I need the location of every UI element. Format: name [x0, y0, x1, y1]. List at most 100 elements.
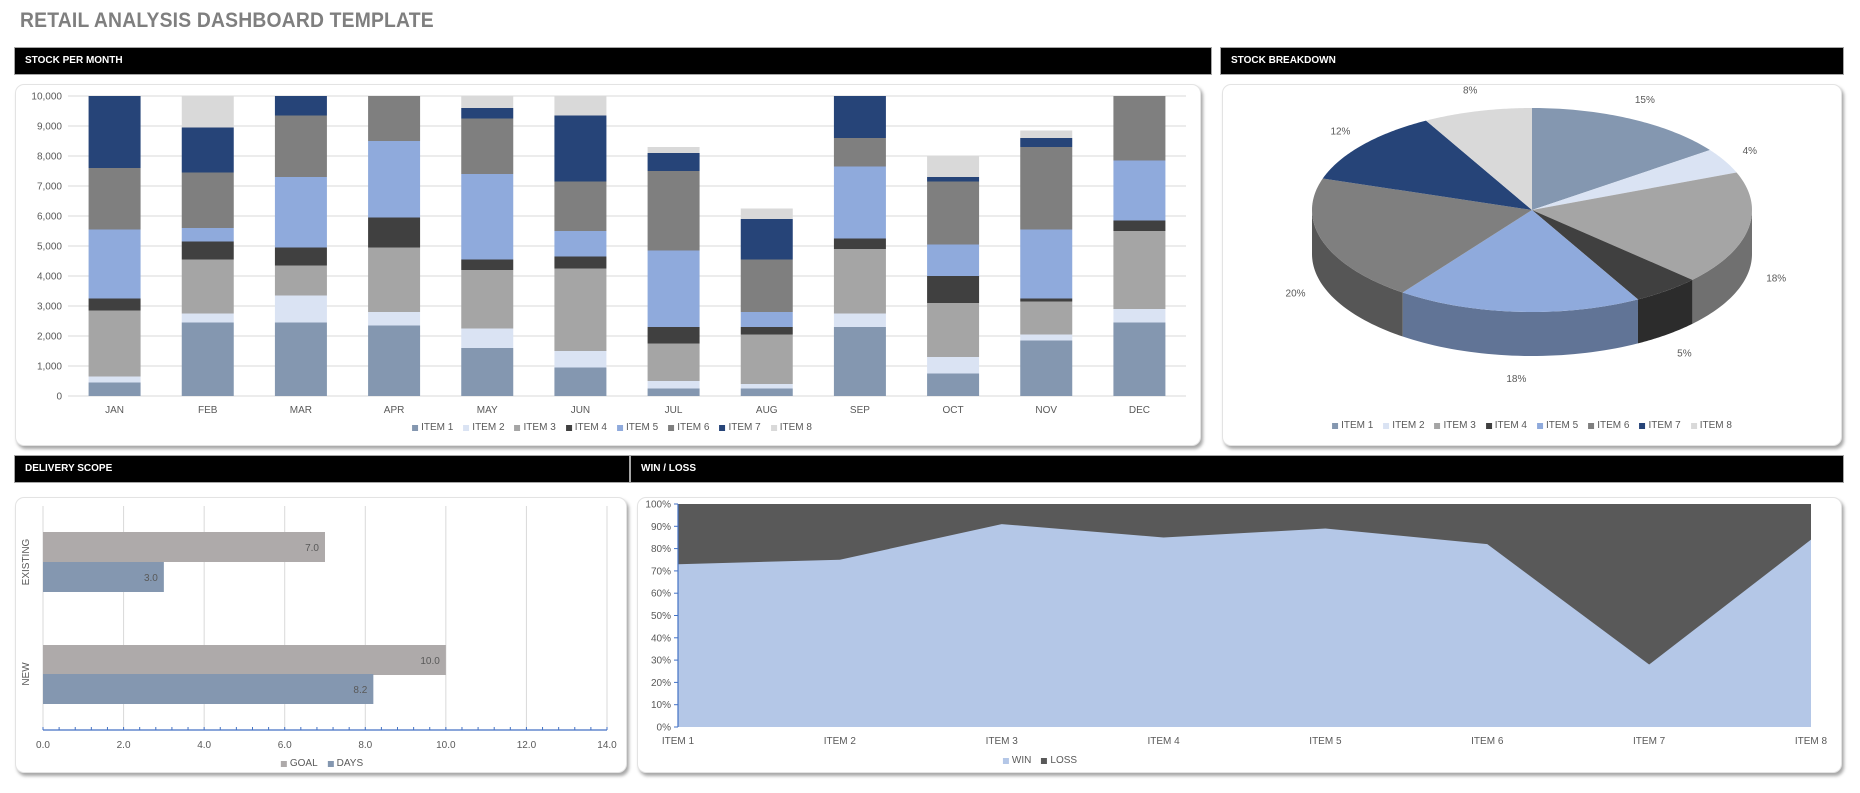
x-tick-label: FEB [198, 405, 218, 416]
bar-segment-item-5 [1020, 229, 1073, 299]
y-tick-label: 40% [651, 633, 671, 644]
pie-slice-item-6 [1312, 178, 1532, 293]
x-tick-label: ITEM 2 [824, 736, 857, 747]
win-loss-header: WIN / LOSS [630, 455, 1844, 483]
legend-item: ITEM 7 [719, 422, 761, 433]
bar-segment-item-5 [461, 174, 514, 260]
x-tick-label: 4.0 [197, 740, 211, 751]
legend-label: WIN [1011, 755, 1032, 766]
bar-segment-item-8 [647, 147, 700, 153]
pie-slice-item-5 [1402, 210, 1638, 312]
bar-segment-item-4 [740, 327, 793, 335]
bar-segment-item-1 [833, 327, 886, 396]
bar-segment-item-5 [181, 228, 234, 242]
legend-item: ITEM 1 [412, 422, 453, 433]
bar-segment-item-5 [740, 312, 793, 327]
x-tick-label: NOV [1035, 405, 1057, 416]
bar-segment-item-2 [274, 295, 327, 323]
bar-segment-item-5 [368, 141, 421, 218]
x-tick-label: ITEM 7 [1633, 736, 1666, 747]
pie-data-label: 18% [1766, 273, 1786, 284]
bar-segment-item-6 [833, 138, 886, 167]
legend-label: ITEM 8 [779, 422, 812, 433]
x-tick-label: ITEM 1 [662, 736, 695, 747]
bar-segment-item-4 [1020, 298, 1073, 302]
bar-segment-item-1 [1020, 340, 1073, 396]
pie-slice-item-4 [1532, 210, 1693, 300]
x-tick-label: 8.0 [358, 740, 372, 751]
bar-segment-item-2 [461, 328, 514, 348]
bar-segment-item-5 [88, 229, 141, 299]
pie-slice-side [1312, 210, 1403, 337]
y-tick-label: 50% [651, 611, 671, 622]
pie-data-label: 12% [1330, 127, 1350, 138]
y-tick-label: 10,000 [31, 92, 62, 103]
x-tick-label: ITEM 6 [1471, 736, 1504, 747]
bar-segment-item-1 [461, 348, 514, 396]
pie-slice-item-1 [1532, 108, 1710, 210]
bar-segment-item-8 [740, 208, 793, 219]
bar-segment-item-5 [274, 177, 327, 248]
bar-segment-item-2 [833, 313, 886, 327]
legend-swatch [1434, 422, 1441, 429]
y-tick-label: 3,000 [37, 302, 62, 313]
legend-swatch [770, 424, 777, 431]
bar-segment-item-4 [647, 327, 700, 344]
y-tick-label: 9,000 [37, 122, 62, 133]
bar-segment-item-7 [554, 115, 607, 182]
win-loss-legend: WIN LOSS [1002, 755, 1077, 766]
legend-swatch [1332, 422, 1339, 429]
bar-segment-item-3 [88, 310, 141, 377]
y-tick-label: 20% [651, 678, 671, 689]
pie-slice-item-3 [1532, 172, 1752, 280]
legend-swatch [617, 424, 623, 431]
bar-segment-item-7 [181, 127, 234, 173]
bar-segment-item-4 [554, 256, 607, 269]
bar-segment-item-8 [1020, 130, 1073, 138]
y-tick-label: 30% [651, 656, 671, 667]
bar-segment-item-7 [740, 219, 793, 260]
y-tick-label: 1,000 [37, 362, 62, 373]
x-tick-label: 0.0 [36, 740, 50, 751]
x-tick-label: 14.0 [597, 740, 617, 751]
bar-segment-item-6 [1020, 147, 1073, 230]
pie-slice-item-2 [1532, 150, 1737, 210]
pie-data-label: 15% [1635, 95, 1655, 106]
bar-segment-item-7 [927, 177, 980, 182]
x-tick-label: MAY [477, 405, 498, 416]
bar-segment-item-3 [554, 268, 607, 351]
x-tick-label: ITEM 5 [1309, 736, 1342, 747]
bar-data-label: 8.2 [353, 685, 367, 696]
bar-segment-item-8 [554, 96, 607, 116]
bar-segment-item-7 [461, 108, 514, 119]
bar-segment-item-6 [647, 171, 700, 251]
x-tick-label: ITEM 8 [1795, 736, 1828, 747]
bar-segment-item-4 [181, 241, 234, 260]
legend-label: LOSS [1050, 755, 1078, 766]
bar-days [43, 562, 164, 592]
legend-item: LOSS [1041, 755, 1077, 766]
bar-segment-item-4 [461, 259, 514, 270]
y-tick-label: 90% [651, 522, 671, 533]
delivery-scope-legend: GOAL DAYS [280, 758, 363, 769]
legend-item: DAYS [327, 758, 363, 769]
x-tick-label: OCT [943, 405, 964, 416]
bar-segment-item-6 [368, 96, 421, 141]
bar-segment-item-6 [1113, 96, 1166, 161]
category-label: NEW [21, 662, 32, 686]
bar-segment-item-1 [927, 373, 980, 396]
x-tick-label: AUG [756, 405, 778, 416]
legend-swatch [1041, 757, 1048, 764]
bar-segment-item-7 [274, 96, 327, 116]
legend-item: ITEM 4 [565, 422, 607, 433]
bar-segment-item-3 [1020, 301, 1073, 335]
legend-item: ITEM 2 [463, 422, 505, 433]
legend-label: ITEM 1 [1341, 420, 1374, 431]
legend-swatch [412, 424, 419, 431]
bar-segment-item-5 [927, 244, 980, 276]
legend-label: ITEM 1 [421, 422, 454, 433]
legend-swatch [1690, 422, 1697, 429]
bar-segment-item-1 [647, 388, 700, 396]
delivery-scope-header: DELIVERY SCOPE [14, 455, 630, 483]
bar-segment-item-2 [88, 376, 141, 383]
